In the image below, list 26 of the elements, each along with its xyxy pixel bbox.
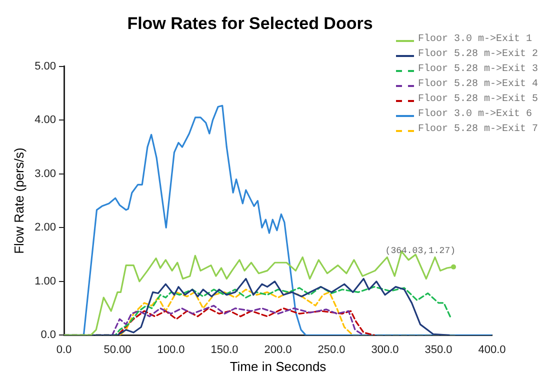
legend-label: Floor 3.0 m->Exit 6 (418, 109, 532, 120)
y-tick-label: 0.0 (40, 329, 56, 342)
x-tick-label: 150.0 (210, 344, 238, 356)
legend-label: Floor 5.28 m->Exit 3 (418, 64, 538, 75)
y-tick-label: 3.00 (34, 168, 56, 180)
x-tick-label: 0.0 (56, 344, 72, 356)
x-axis-title: Time in Seconds (230, 358, 327, 374)
chart-title: Flow Rates for Selected Doors (127, 14, 373, 33)
legend-label: Floor 5.28 m->Exit 4 (418, 79, 538, 90)
annotation: (364.03,1.27) (385, 246, 456, 256)
x-tick-label: 300.0 (371, 344, 399, 356)
x-tick-label: 400.0 (478, 344, 506, 356)
x-tick-label: 50.00 (104, 344, 132, 356)
legend-label: Floor 5.28 m->Exit 2 (418, 49, 538, 60)
y-tick-label: 4.00 (34, 114, 56, 126)
x-tick-label: 250.0 (318, 344, 346, 356)
y-tick-label: 2.00 (34, 222, 56, 234)
x-tick-label: 200.0 (264, 344, 292, 356)
y-tick-label: 5.00 (34, 60, 56, 72)
legend-label: Floor 5.28 m->Exit 7 (418, 124, 538, 135)
y-axis-title: Flow Rate (pers/s) (11, 148, 26, 254)
legend-label: Floor 3.0 m->Exit 1 (418, 34, 532, 45)
x-tick-label: 100.0 (157, 344, 185, 356)
x-tick-label: 350.0 (424, 344, 452, 356)
legend-label: Floor 5.28 m->Exit 5 (418, 94, 538, 105)
y-tick-label: 1.00 (34, 275, 56, 288)
